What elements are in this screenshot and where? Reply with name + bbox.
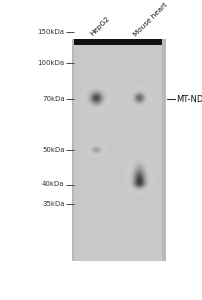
- Text: HepG2: HepG2: [89, 16, 111, 38]
- Text: 40kDa: 40kDa: [42, 182, 65, 188]
- Text: 100kDa: 100kDa: [38, 60, 65, 66]
- Text: 50kDa: 50kDa: [42, 147, 65, 153]
- Bar: [72, 39, 74, 261]
- Text: 150kDa: 150kDa: [38, 28, 65, 34]
- Bar: [74, 39, 118, 261]
- Bar: [74, 39, 118, 45]
- Text: 35kDa: 35kDa: [42, 201, 65, 207]
- Text: Mouse heart: Mouse heart: [133, 2, 169, 38]
- Bar: [117, 39, 162, 45]
- Bar: [162, 39, 166, 261]
- Bar: [117, 39, 118, 261]
- Text: MT-ND5: MT-ND5: [176, 94, 202, 103]
- Text: 70kDa: 70kDa: [42, 96, 65, 102]
- Bar: [117, 39, 162, 261]
